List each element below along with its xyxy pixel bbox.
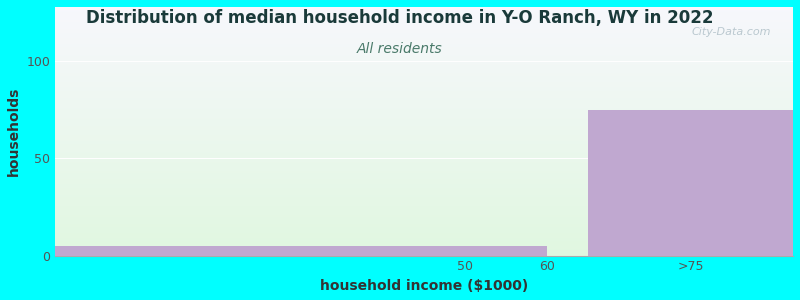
Text: All residents: All residents <box>357 42 443 56</box>
Y-axis label: households: households <box>7 87 21 176</box>
Text: Distribution of median household income in Y-O Ranch, WY in 2022: Distribution of median household income … <box>86 9 714 27</box>
Text: City-Data.com: City-Data.com <box>691 27 771 37</box>
Bar <box>55 246 547 256</box>
Bar <box>588 110 793 256</box>
X-axis label: household income ($1000): household income ($1000) <box>320 279 528 293</box>
